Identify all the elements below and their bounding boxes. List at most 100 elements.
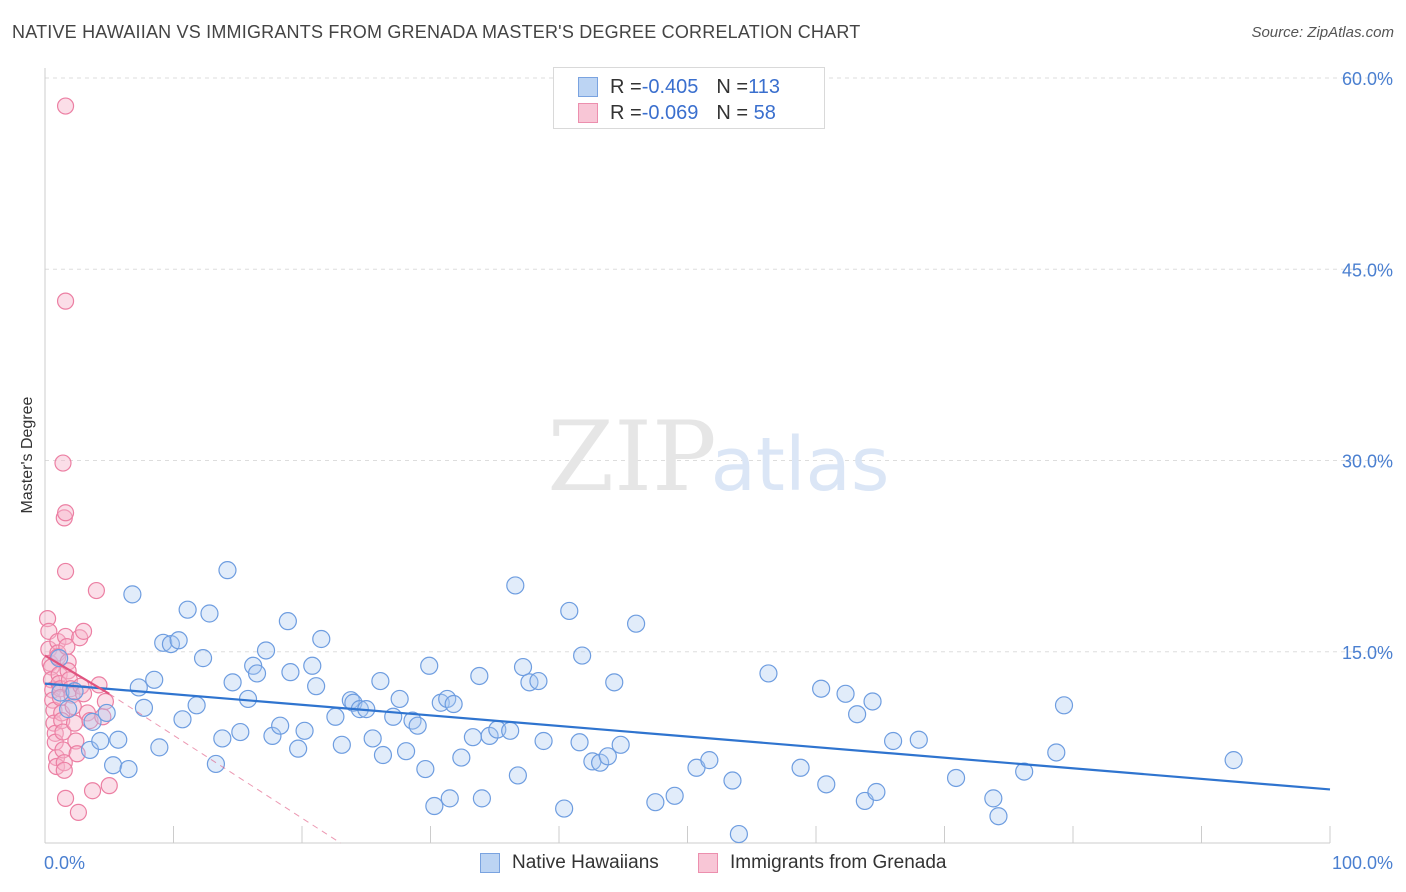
x-tick-labels: 0.0% 100.0% (44, 853, 1393, 873)
grenada-trend-extension (108, 693, 341, 844)
native-hawaiian-point (312, 629, 331, 649)
native-hawaiian-point (145, 670, 164, 689)
native-hawaiian-point (989, 807, 1008, 826)
axes (44, 68, 1331, 844)
native-hawaiian-point (1054, 696, 1074, 715)
native-hawaiian-point (791, 758, 810, 777)
native-hawaiian-point (665, 786, 684, 805)
native-hawaiian-point (281, 663, 300, 682)
y-tick-label: 15.0% (1342, 643, 1393, 663)
grenada-point (56, 504, 75, 522)
watermark: ZIP atlas (547, 401, 889, 513)
native-hawaiian-point (472, 789, 491, 808)
grenada-point (38, 609, 57, 628)
native-hawaiian-point (534, 731, 553, 751)
native-hawaiian-point (570, 733, 589, 752)
native-hawaiian-point (223, 673, 242, 692)
native-hawaiian-point (440, 789, 459, 808)
grenada-point (47, 757, 66, 776)
native-hawaiian-point (506, 576, 525, 595)
native-hawaiian-point (218, 561, 237, 580)
grenada-point (54, 741, 72, 759)
native-hawaiian-point (123, 585, 142, 604)
legend-r-value: -0.405 (641, 75, 699, 98)
legend-row-grenada: R = -0.069 N = 58 (578, 101, 776, 125)
native-hawaiian-point (390, 689, 409, 709)
y-tick-label: 45.0% (1342, 260, 1393, 280)
native-hawaiian-point (611, 735, 630, 754)
legend-n-label: N = (716, 101, 749, 124)
native-hawaiian-point (91, 731, 110, 751)
grenada-point (87, 581, 106, 600)
legend-row-native-hawaiians: R = -0.405 N = 113 (578, 75, 780, 99)
native-hawaiian-point (396, 742, 416, 761)
native-hawaiian-point (295, 721, 314, 740)
native-hawaiian-point (178, 600, 197, 619)
native-hawaiian-point (80, 740, 100, 760)
native-hawaiian-point (1047, 743, 1066, 762)
native-hawaiian-point (420, 656, 439, 675)
legend-n-label: N = (716, 75, 749, 98)
native-hawaiian-point (444, 694, 463, 714)
bottom-legend-swatch-pink (698, 853, 718, 873)
native-hawaiian-point (403, 711, 422, 730)
native-hawaiian-point (278, 612, 297, 631)
native-hawaiian-point (836, 684, 855, 703)
watermark-atlas: atlas (711, 422, 890, 508)
native-hawaiian-point (150, 738, 169, 757)
grenada-point (64, 697, 82, 716)
bottom-legend-label: Native Hawaiians (512, 852, 659, 873)
native-hawaiian-point (169, 631, 188, 650)
native-hawaiian-point (83, 712, 102, 731)
native-hawaiian-point (646, 793, 665, 812)
native-hawaiian-point (289, 739, 308, 758)
native-hawaiian-point (307, 677, 326, 696)
native-hawaiian-point (867, 782, 886, 802)
native-hawaiian-point (187, 696, 206, 715)
y-tick-labels: 15.0% 30.0% 45.0% 60.0% (1342, 69, 1393, 663)
native-hawaiian-points (50, 561, 1243, 844)
x-tick-label-max: 100.0% (1332, 853, 1393, 873)
native-hawaiian-point (134, 698, 154, 717)
native-hawaiian-point (598, 747, 617, 766)
native-hawaiian-point (173, 710, 192, 729)
native-hawaiian-point (104, 756, 123, 775)
native-hawaiian-point (817, 775, 836, 794)
y-tick-label: 60.0% (1342, 69, 1393, 89)
native-hawaiian-point (200, 604, 219, 623)
native-hawaiian-point (193, 649, 213, 668)
native-hawaiian-point (573, 646, 592, 665)
legend-swatch-pink (578, 103, 598, 123)
native-hawaiian-point (700, 751, 719, 770)
native-hawaiian-point (560, 601, 579, 621)
native-hawaiian-point (883, 731, 903, 751)
grenada-point (55, 761, 73, 779)
native-hawaiian-point (470, 666, 489, 686)
native-hawaiian-point (332, 735, 351, 754)
native-hawaiian-point (326, 707, 345, 726)
native-hawaiian-point (109, 730, 128, 749)
native-hawaiian-point (863, 692, 882, 711)
grenada-point (67, 732, 85, 750)
native-hawaiian-point (605, 673, 624, 692)
grenada-point (74, 622, 93, 640)
grenada-point (56, 292, 75, 310)
native-hawaiian-point (425, 796, 444, 816)
native-hawaiian-point (501, 721, 520, 740)
y-tick-label: 30.0% (1342, 452, 1393, 472)
native-hawaiian-trend-line (44, 682, 1331, 791)
native-hawaiian-point (154, 633, 173, 652)
native-hawaiian-point (119, 759, 138, 779)
native-hawaiian-point (1224, 751, 1243, 770)
x-tick-label-min: 0.0% (44, 853, 85, 873)
bottom-legend-native-hawaiians: Native Hawaiians (480, 852, 659, 874)
native-hawaiian-point (247, 664, 267, 683)
chart-title: NATIVE HAWAIIAN VS IMMIGRANTS FROM GRENA… (12, 22, 861, 42)
native-hawaiian-point (97, 703, 116, 723)
native-hawaiian-point (812, 679, 831, 698)
legend-r-value: -0.069 (641, 101, 699, 124)
native-hawaiian-point (626, 614, 646, 633)
grenada-point (83, 782, 102, 800)
native-hawaiian-point (1015, 762, 1034, 781)
